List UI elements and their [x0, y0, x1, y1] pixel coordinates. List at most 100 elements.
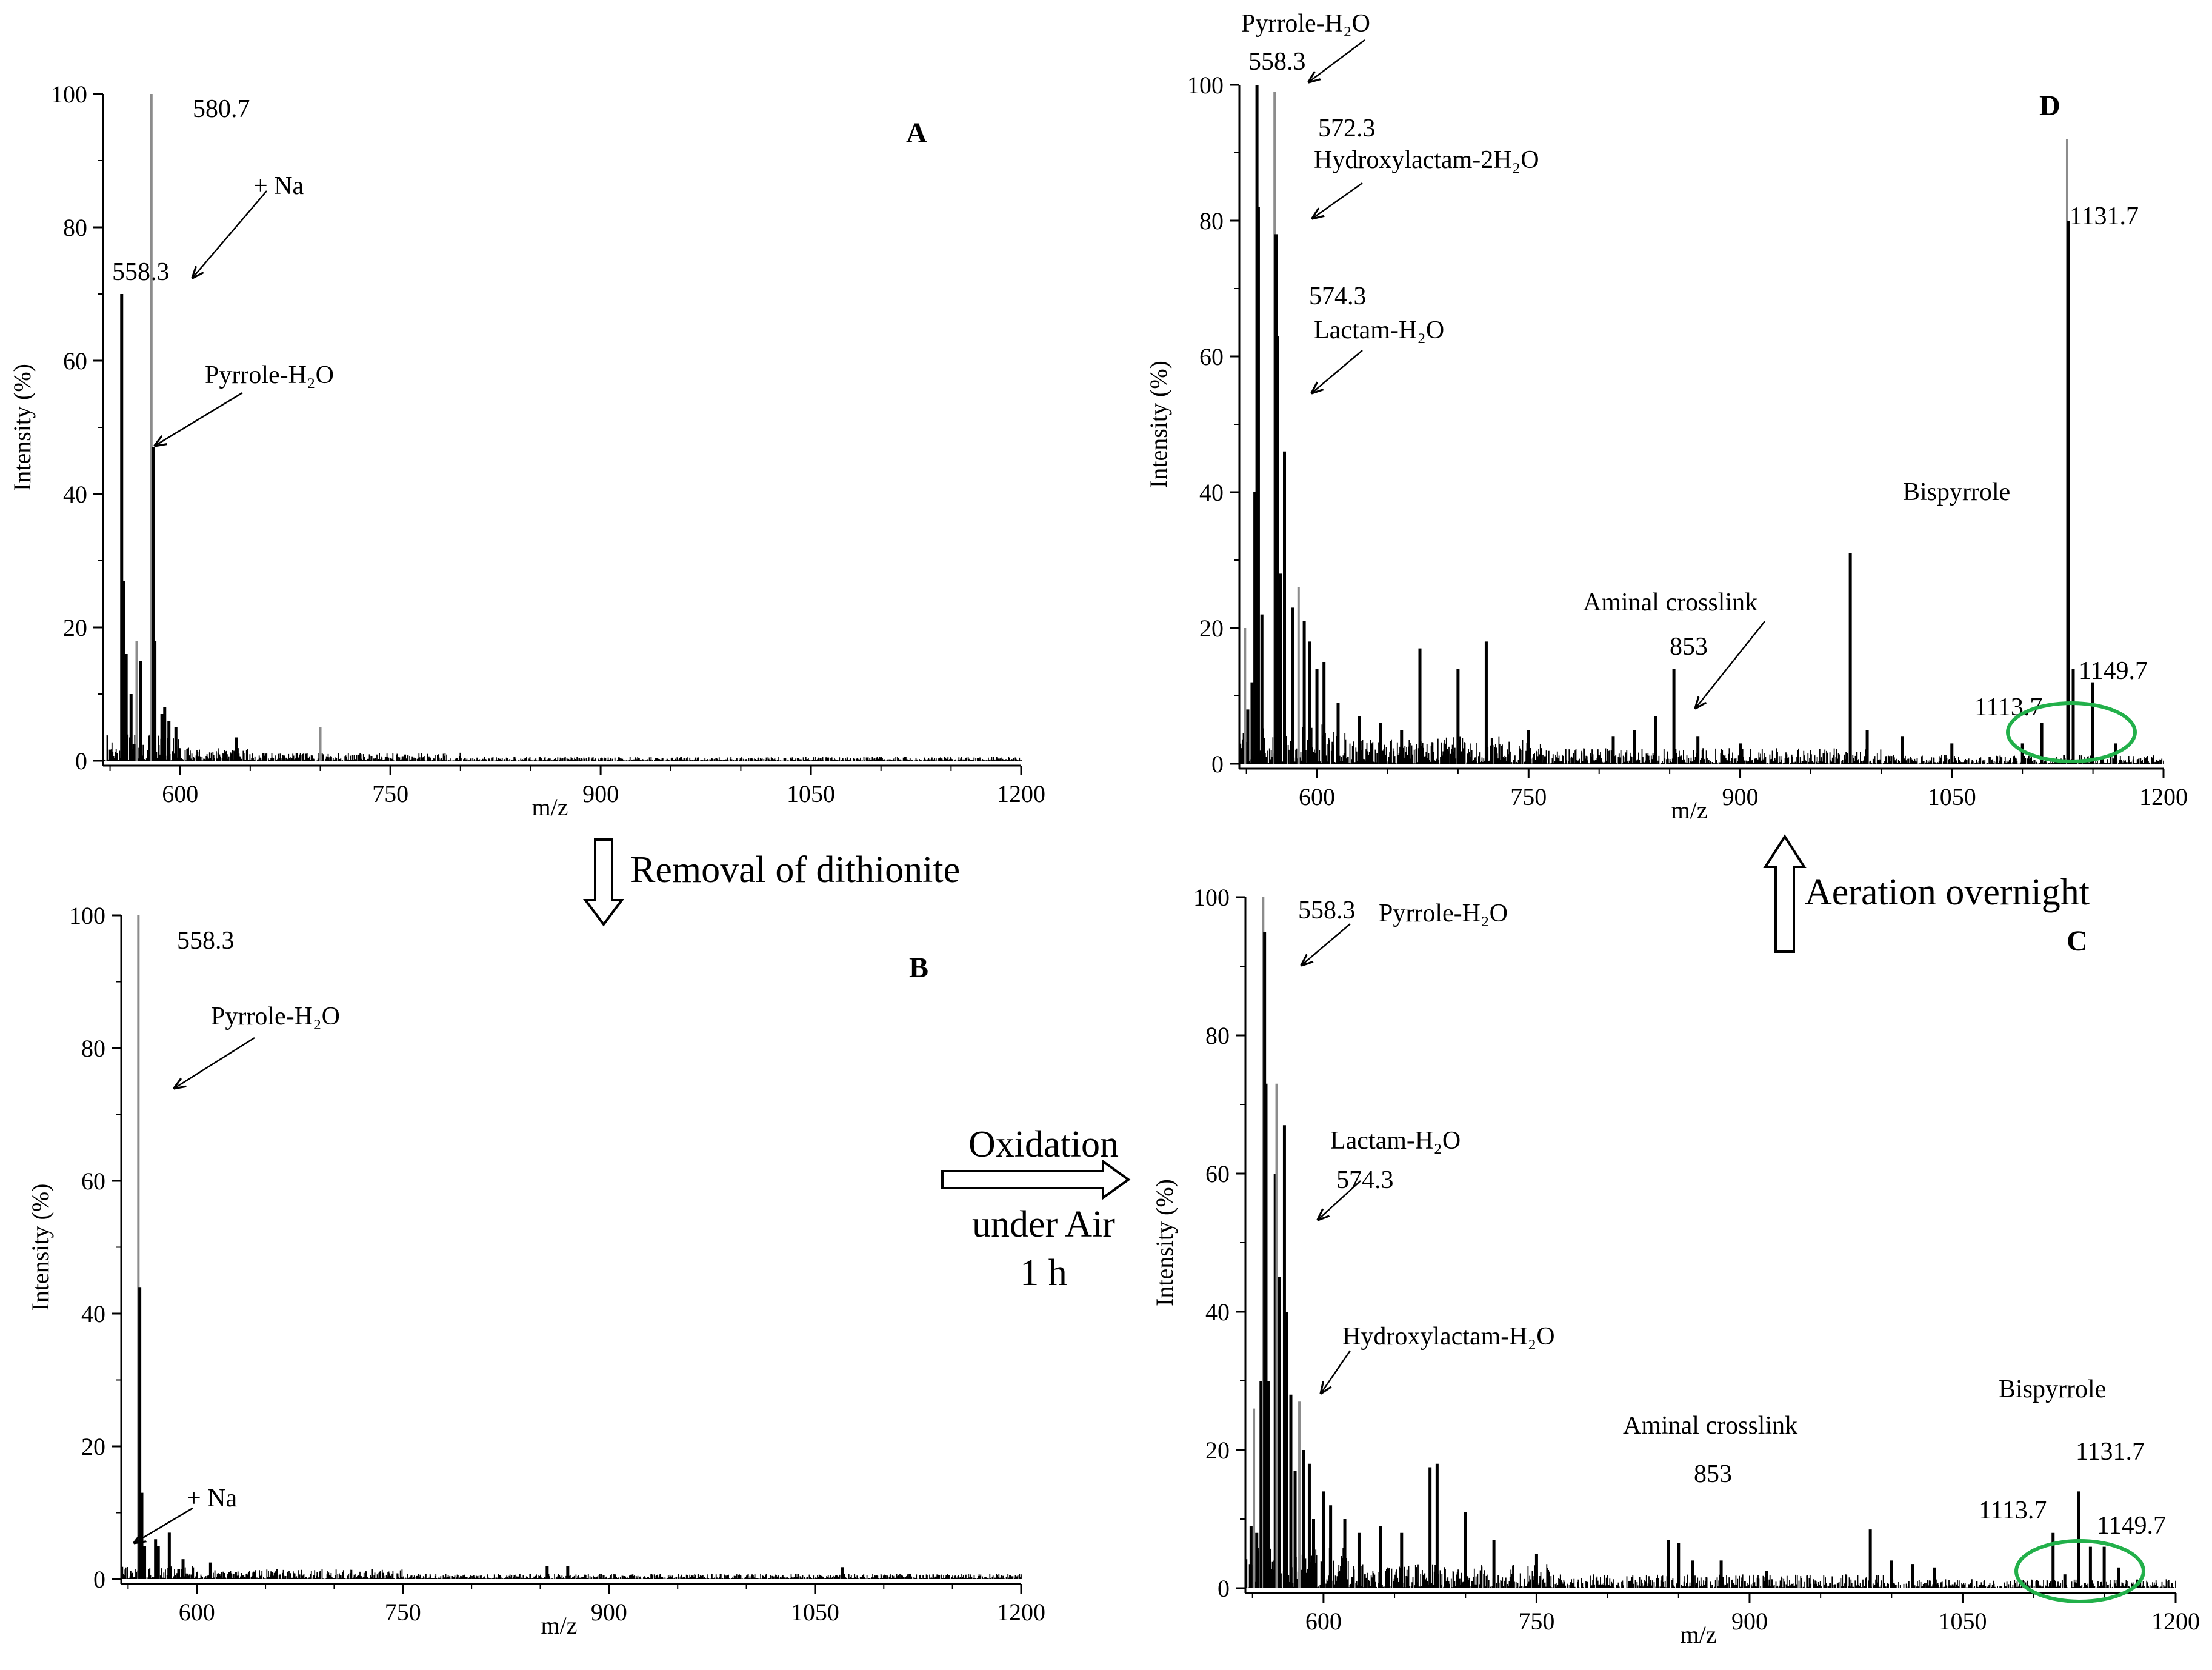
panel-letter: C	[2067, 925, 2088, 957]
y-tick-label: 80	[63, 214, 87, 241]
x-tick-label: 1200	[2139, 783, 2188, 810]
peak-label: 558.3	[1298, 897, 1356, 924]
x-tick-label: 750	[372, 780, 408, 807]
peak-label: 1113.7	[1979, 1497, 2047, 1525]
peak-label: 580.7	[193, 95, 250, 123]
x-tick-label: 900	[1731, 1608, 1768, 1635]
hollow-up-arrow	[1763, 834, 1807, 953]
y-tick-label: 20	[63, 614, 87, 641]
annotation-arrow	[1302, 923, 1351, 965]
x-tick-label: 900	[591, 1598, 627, 1626]
x-tick-label: 1050	[791, 1598, 839, 1626]
annotation-label: Hydroxylactam-2H₂O	[1314, 146, 1539, 174]
y-tick-label: 100	[1187, 72, 1224, 99]
x-tick-label: 1200	[2151, 1608, 2200, 1635]
annotation-label: Lactam-H₂O	[1330, 1127, 1461, 1155]
y-tick-label: 40	[81, 1300, 105, 1328]
x-tick-label: 600	[1305, 1608, 1342, 1635]
flow-removal-label: Removal of dithionite	[630, 849, 960, 890]
panel-letter: D	[2039, 90, 2060, 122]
peak-label: 853	[1670, 633, 1708, 661]
panel-letter: A	[906, 117, 927, 149]
highlight-ellipse	[2006, 701, 2137, 763]
x-axis-label: m/z	[1671, 797, 1708, 824]
panel-d-spectrum: 0 20 40 60 80 100 600 750 900 1050 1200 m/z Intensit…	[1145, 10, 2188, 824]
y-tick-label: 60	[63, 347, 87, 375]
x-tick-label: 900	[1722, 783, 1759, 810]
annotation-arrow	[175, 1037, 255, 1088]
flow-oxidation-line2: under Air	[972, 1204, 1115, 1245]
annotation-arrow	[1318, 1180, 1361, 1220]
peak-label: 572.3	[1318, 115, 1376, 142]
y-tick-label: 80	[1205, 1022, 1230, 1049]
peak-label: 558.3	[177, 927, 235, 955]
annotation-label: Bispyrrole	[1903, 478, 2010, 506]
y-axis-label: Intensity (%)	[8, 364, 36, 491]
x-tick-label: 1050	[1928, 783, 1976, 810]
y-tick-label: 20	[81, 1433, 105, 1460]
y-tick-label: 100	[51, 81, 87, 108]
flow-aeration-label: Aeration overnight	[1805, 872, 2090, 913]
x-tick-label: 600	[179, 1598, 215, 1626]
annotation-label: Pyrrole-H₂O	[211, 1003, 340, 1030]
hollow-right-arrow	[941, 1159, 1131, 1200]
x-tick-label: 1200	[997, 780, 1045, 807]
annotation-label: + Na	[253, 172, 304, 200]
y-axis-label: Intensity (%)	[27, 1184, 54, 1311]
panel-b-spectrum: 0 20 40 60 80 100 600 750 900 1050 1200 m/z Intensit…	[27, 902, 1045, 1639]
flow-oxidation-line3: 1 h	[1020, 1252, 1067, 1294]
y-tick-label: 100	[1193, 884, 1230, 911]
x-axis-label: m/z	[541, 1612, 578, 1639]
annotation-label: Pyrrole-H₂O	[1379, 900, 1508, 927]
annotation-arrow	[1321, 1350, 1351, 1393]
annotation-label: Pyrrole-H₂O	[205, 361, 334, 389]
peak-label: 574.3	[1336, 1166, 1394, 1194]
x-tick-label: 1050	[1938, 1608, 1987, 1635]
y-tick-label: 80	[81, 1035, 105, 1062]
annotation-label: Aminal crosslink	[1623, 1412, 1797, 1440]
flow-oxidation: Oxidation under Air 1 h	[941, 1124, 1131, 1294]
y-tick-label: 40	[1205, 1298, 1230, 1326]
x-tick-label: 600	[1299, 783, 1335, 810]
peak-label: 558.3	[112, 258, 170, 286]
y-tick-label: 0	[75, 747, 87, 775]
annotation-arrow	[1312, 350, 1363, 393]
peak-label: 1131.7	[2076, 1438, 2145, 1466]
x-tick-label: 750	[385, 1598, 421, 1626]
panel-c-spectrum: 0 20 40 60 80 100 600 750 900 1050 1200 m/z Intensit…	[1151, 884, 2200, 1648]
peak-label: 1131.7	[2070, 202, 2139, 230]
annotation-label: Bispyrrole	[1999, 1375, 2106, 1403]
peak-label: 558.3	[1248, 48, 1306, 76]
flow-oxidation-line1: Oxidation	[968, 1124, 1119, 1165]
y-axis-label: Intensity (%)	[1145, 361, 1172, 488]
annotation-label: + Na	[187, 1485, 238, 1512]
y-tick-label: 40	[63, 481, 87, 508]
y-tick-label: 0	[1211, 750, 1224, 778]
y-tick-label: 80	[1199, 207, 1224, 235]
hollow-down-arrow	[583, 838, 624, 927]
annotation-arrow	[1696, 621, 1765, 708]
y-tick-label: 60	[1199, 343, 1224, 370]
x-tick-label: 600	[162, 780, 198, 807]
annotation-label: Lactam-H₂O	[1314, 316, 1444, 344]
flow-removal: Removal of dithionite	[583, 838, 960, 927]
y-tick-label: 0	[93, 1566, 105, 1593]
panel-a-spectrum: 0 20 40 60 80 100 600 750 900 1050 1200 m/z Intensit…	[8, 81, 1045, 821]
y-tick-label: 60	[1205, 1160, 1230, 1187]
y-tick-label: 20	[1199, 615, 1224, 642]
highlight-ellipse	[2014, 1539, 2145, 1603]
peak-label: 853	[1694, 1460, 1732, 1488]
y-tick-label: 20	[1205, 1437, 1230, 1464]
peak-label: 1149.7	[2079, 657, 2148, 685]
y-tick-label: 40	[1199, 479, 1224, 506]
annotation-arrow	[193, 190, 267, 278]
annotation-label: Pyrrole-H₂O	[1241, 10, 1370, 38]
x-tick-label: 900	[582, 780, 619, 807]
annotation-arrow	[135, 1507, 193, 1543]
baseline-noise-trace	[104, 734, 1022, 761]
baseline-noise-trace	[1246, 1547, 2176, 1588]
x-axis-label: m/z	[1681, 1621, 1717, 1648]
peak-label: 574.3	[1309, 282, 1367, 310]
x-tick-label: 1200	[997, 1598, 1045, 1626]
